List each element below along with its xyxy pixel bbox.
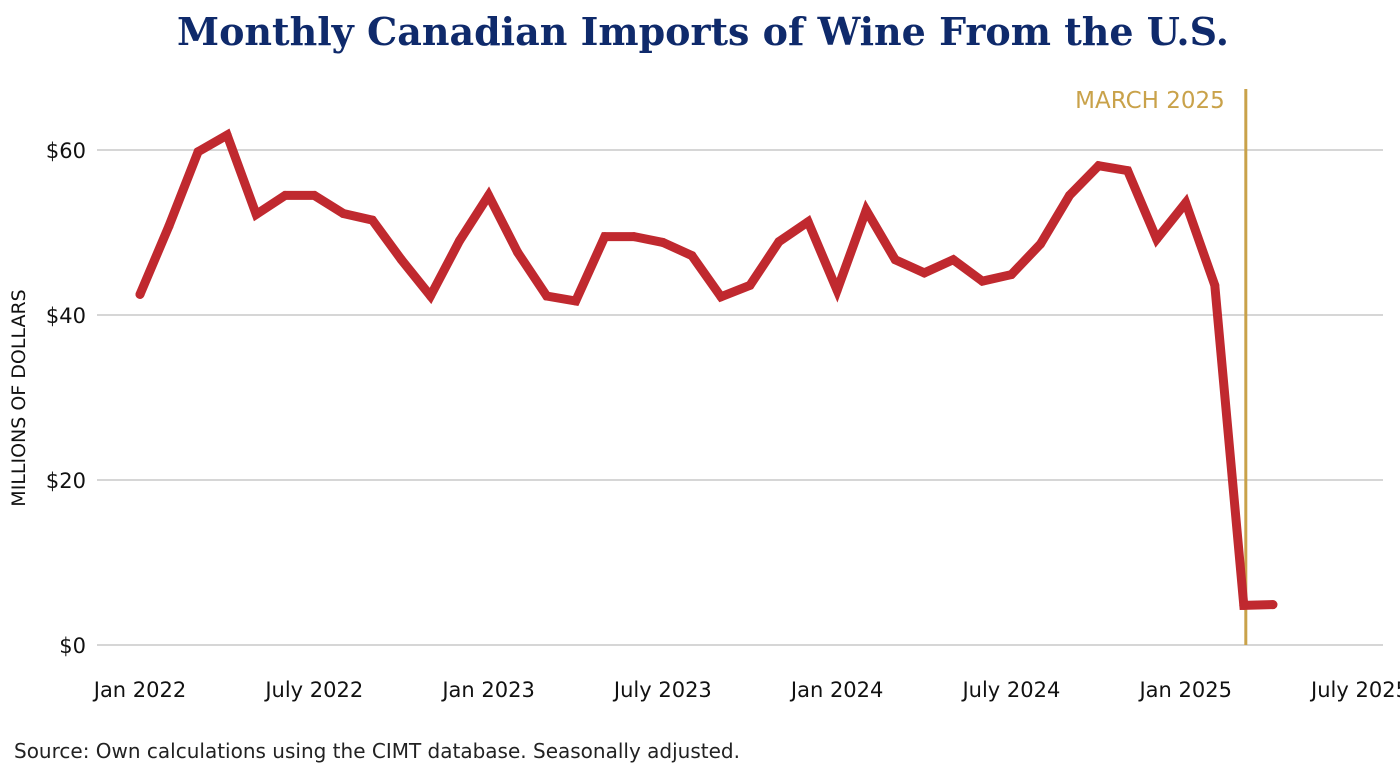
annotations: MARCH 2025 [1075, 88, 1248, 645]
data-point [774, 237, 784, 247]
data-point [571, 296, 581, 306]
data-point [338, 209, 348, 219]
data-point [1035, 239, 1045, 249]
data-point [280, 190, 290, 200]
data-point [687, 251, 697, 261]
data-point [1268, 600, 1278, 610]
data-point [309, 190, 319, 200]
data-point [1123, 166, 1133, 176]
annotation-label: MARCH 2025 [1075, 88, 1225, 114]
data-point [803, 217, 813, 227]
data-point [222, 130, 232, 140]
data-point [455, 236, 465, 246]
data-point [367, 215, 377, 225]
y-tick-label: $0 [59, 634, 86, 658]
x-tick-label: Jan 2022 [92, 678, 187, 702]
x-tick-label: Jan 2023 [440, 678, 535, 702]
data-point [1006, 270, 1016, 280]
x-tick-label: Jan 2025 [1137, 678, 1232, 702]
y-tick-label: $60 [46, 139, 86, 163]
data-point [745, 280, 755, 290]
y-tick-label: $20 [46, 469, 86, 493]
data-point [1181, 198, 1191, 208]
data-point [425, 291, 435, 301]
data-point [484, 190, 494, 200]
data-point [1094, 161, 1104, 171]
source-note: Source: Own calculations using the CIMT … [14, 739, 740, 763]
grid [97, 149, 1383, 646]
data-point [600, 232, 610, 242]
x-axis-ticks: Jan 2022 July 2022 Jan 2023 July 2023 Jan 20… [92, 678, 1400, 702]
data-point [1239, 600, 1249, 610]
chart-title: Monthly Canadian Imports of Wine From th… [177, 9, 1229, 54]
x-tick-label: Jan 2024 [789, 678, 884, 702]
data-point [629, 232, 639, 242]
y-axis-ticks: $0 $20 $40 $60 [46, 139, 86, 658]
data-point [1152, 234, 1162, 244]
data-point [658, 237, 668, 247]
x-tick-label: July 2024 [960, 678, 1060, 702]
series-group [135, 128, 1278, 611]
x-tick-label: July 2022 [263, 678, 363, 702]
data-point [542, 291, 552, 301]
data-point [977, 276, 987, 286]
data-point [832, 285, 842, 295]
x-tick-label: July 2025 [1309, 678, 1400, 702]
x-tick-label: July 2023 [612, 678, 712, 702]
data-point [193, 147, 203, 157]
data-point [861, 205, 871, 215]
data-point [919, 268, 929, 278]
data-point [396, 255, 406, 265]
data-point [135, 289, 145, 299]
y-tick-label: $40 [46, 304, 86, 328]
data-point [1210, 280, 1220, 290]
data-point [1065, 190, 1075, 200]
data-point [716, 292, 726, 302]
data-point [948, 255, 958, 265]
data-point [164, 221, 174, 231]
data-point [251, 209, 261, 219]
series-line [135, 128, 1278, 611]
y-axis-label: MILLIONS OF DOLLARS [8, 289, 30, 506]
data-point [513, 247, 523, 257]
data-point [890, 255, 900, 265]
